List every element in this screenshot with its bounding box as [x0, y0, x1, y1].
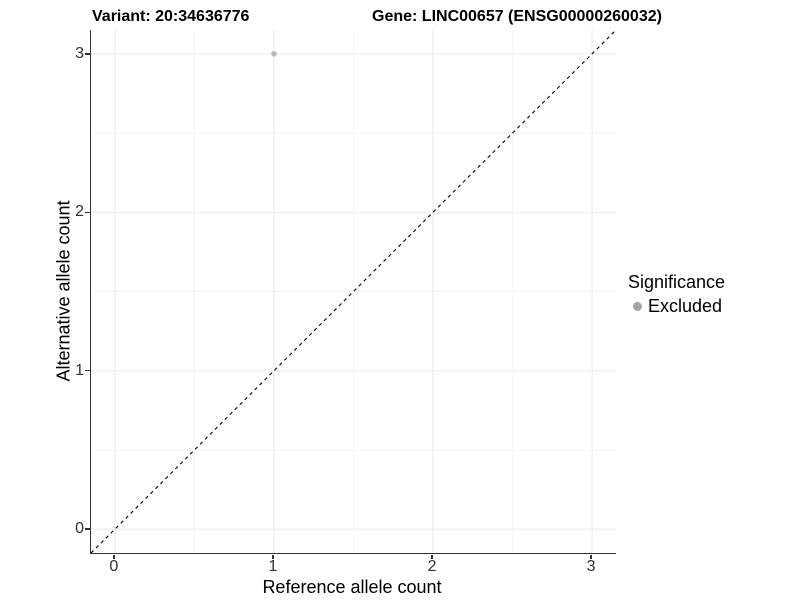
identity-reference-line — [91, 30, 616, 553]
data-point — [271, 50, 277, 57]
x-tick-label: 2 — [427, 558, 437, 575]
x-tick-mark — [431, 554, 433, 559]
y-tick-mark — [85, 528, 90, 530]
x-tick-mark — [272, 554, 274, 559]
legend-items: Excluded — [628, 296, 725, 317]
x-tick-mark — [113, 554, 115, 559]
x-tick-label: 1 — [268, 558, 278, 575]
x-tick-label: 0 — [109, 558, 119, 575]
y-tick-label: 2 — [75, 203, 84, 221]
variant-title: Variant: 20:34636776 — [92, 8, 250, 25]
y-axis-title: Alternative allele count — [53, 200, 74, 382]
y-tick-mark — [85, 369, 90, 372]
gene-title: Gene: LINC00657 (ENSG00000260032) — [372, 8, 662, 25]
plot-canvas — [91, 30, 616, 553]
y-tick-label: 3 — [75, 44, 84, 62]
y-axis-ticks: 0 1 2 3 — [0, 0, 84, 600]
x-tick-label: 3 — [586, 558, 596, 575]
plot-panel — [90, 30, 616, 554]
x-tick-mark — [590, 554, 592, 559]
legend-item: Excluded — [628, 296, 725, 317]
legend-item-label: Excluded — [648, 296, 723, 316]
dot-icon — [633, 302, 642, 311]
x-axis-title: Reference allele count — [262, 577, 442, 597]
y-tick-mark — [85, 211, 90, 213]
y-tick-label: 1 — [75, 361, 84, 379]
legend: Significance Excluded — [628, 272, 725, 317]
y-tick-mark — [85, 53, 90, 55]
legend-title: Significance — [628, 272, 726, 292]
y-tick-label: 0 — [75, 520, 84, 538]
